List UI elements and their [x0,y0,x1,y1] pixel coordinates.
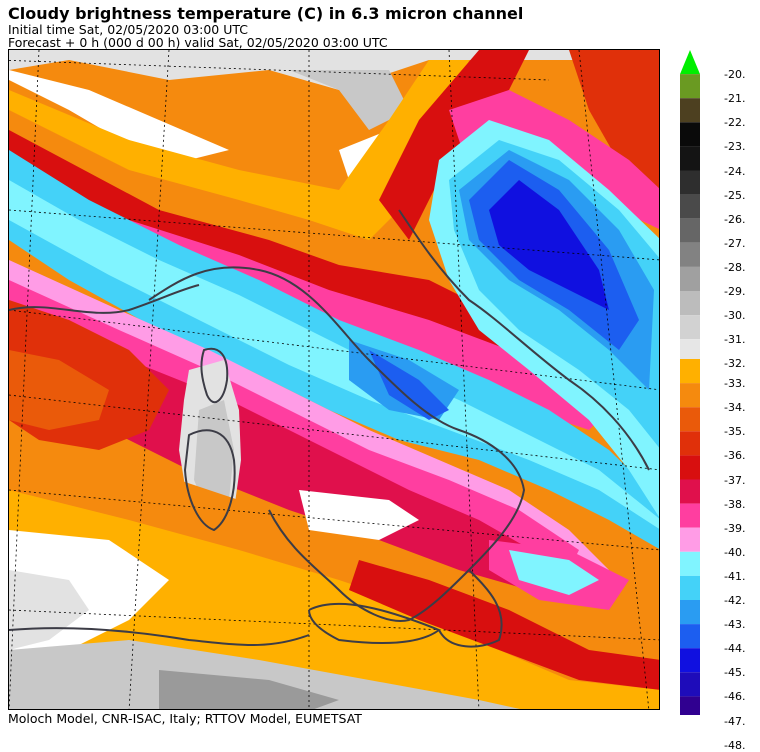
sardinia-coastline [184,429,236,531]
colorbar-swatch [680,648,700,673]
colorbar-swatch [680,527,700,552]
colorbar-swatch [680,431,700,456]
colorbar-swatch [680,696,700,721]
colorbar-label: -20. [724,68,746,82]
colorbar-label: -45. [724,666,746,680]
colorbar-label: -21. [724,92,746,106]
initial-time-text: Initial time Sat, 02/05/2020 03:00 UTC [8,22,249,37]
colorbar-swatch [680,242,700,267]
grid-line [9,609,659,641]
map-panel [8,49,660,710]
colorbar-label: -41. [724,569,746,583]
colorbar-swatch [680,170,700,195]
colorbar-swatch [680,122,700,147]
colorbar-label: -33. [724,377,746,391]
cold-core [489,180,609,310]
grid-line [9,394,659,471]
colorbar-swatch [680,266,700,291]
colorbar-graphic [680,50,700,751]
temperature-band [349,560,659,690]
grid-line [9,209,659,261]
colorbar-label: -44. [724,642,746,656]
cold-band [369,350,449,420]
colorbar-swatch [680,218,700,243]
cloud-field [289,70,409,130]
colorbar-label: -27. [724,236,746,250]
colorbar-label: -39. [724,521,746,535]
colorbar-swatch [680,672,700,697]
grid-line [128,50,170,709]
italy-coastline [148,266,525,622]
colorbar-label: -46. [724,690,746,704]
grid-line [9,50,40,709]
colorbar-swatch [680,50,700,75]
cloud-field [9,640,520,709]
grid-line [578,50,650,709]
colorbar-label: -37. [724,473,746,487]
colorbar-label: -25. [724,188,746,202]
colorbar-label: -38. [724,497,746,511]
model-credit: Moloch Model, CNR-ISAC, Italy; RTTOV Mod… [8,711,362,726]
colorbar-label: -24. [724,164,746,178]
colorbar-swatch [680,359,700,384]
grid-line [9,59,550,81]
colorbar-label: -31. [724,333,746,347]
colorbar-label: -22. [724,116,746,130]
colorbar-label: -43. [724,618,746,632]
colorbar-swatch [680,479,700,504]
colorbar-swatch [680,315,700,340]
colorbar-label: -34. [724,401,746,415]
colorbar-swatch [680,291,700,316]
temperature-band [509,550,599,595]
colorbar-label: -36. [724,449,746,463]
cloud-field [9,570,89,650]
colorbar-label: -32. [724,357,746,371]
colorbar-swatch [680,146,700,171]
colorbar-label: -26. [724,212,746,226]
colorbar-swatch [680,575,700,600]
colorbar-swatch [680,503,700,528]
colorbar-swatch [680,339,700,364]
temperature-band [9,350,109,430]
cloud-field [159,670,339,709]
corsica-coastline [200,347,229,404]
colorbar-swatch [680,551,700,576]
colorbar-swatch [680,194,700,219]
brightness-temperature-map [9,50,659,709]
africa-coastline [9,627,310,646]
colorbar-label: -35. [724,425,746,439]
france-coastline [9,284,200,314]
chart-title: Cloudy brightness temperature (C) in 6.3… [8,4,524,23]
cold-band [9,180,659,529]
grid-line [9,489,659,551]
colorbar-label: -48. [724,738,746,752]
cloud-field [299,490,419,540]
colorbar-swatch [680,98,700,123]
sicily-coastline [308,602,440,644]
cloud-field [194,400,234,515]
temperature-band [9,280,579,570]
colorbar-swatch [680,407,700,432]
colorbar-label: -28. [724,260,746,274]
temperature-band [9,60,469,240]
colorbar-label: -42. [724,594,746,607]
forecast-time-text: Forecast + 0 h (000 d 00 h) valid Sat, 0… [8,35,388,50]
cloud-field [9,70,229,160]
balkan-coastline [398,209,650,471]
colorbar-label: -40. [724,545,746,559]
colorbar-label: -47. [724,714,746,728]
colorbar-swatch [680,600,700,625]
colorbar-swatch [680,383,700,408]
colorbar-legend: -20. -21. -22. -23. -24. -25. -26. -27. -28. -29.… [678,50,760,751]
colorbar-swatch [680,74,700,99]
italy-coastline [438,569,503,648]
colorbar-swatch [680,455,700,480]
colorbar-label: -30. [724,309,746,323]
colorbar-swatch [680,624,700,649]
grid-line [448,50,480,709]
colorbar-label: -23. [724,140,746,154]
colorbar-label: -29. [724,285,746,298]
